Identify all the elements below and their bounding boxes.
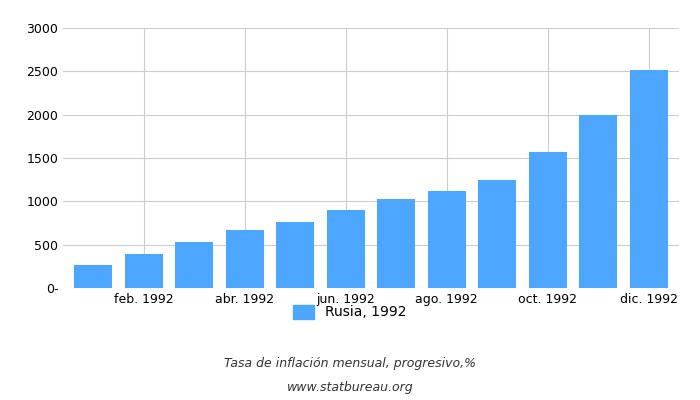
Bar <box>630 70 668 288</box>
Legend: Rusia, 1992: Rusia, 1992 <box>288 299 412 325</box>
Bar <box>226 230 264 288</box>
Bar <box>175 242 214 288</box>
Bar <box>580 115 617 288</box>
Bar <box>478 180 516 288</box>
Bar <box>377 199 415 288</box>
Text: Tasa de inflación mensual, progresivo,%: Tasa de inflación mensual, progresivo,% <box>224 358 476 370</box>
Bar <box>528 152 567 288</box>
Bar <box>125 254 162 288</box>
Bar <box>74 266 112 288</box>
Bar <box>428 191 466 288</box>
Bar <box>276 222 314 288</box>
Text: www.statbureau.org: www.statbureau.org <box>287 382 413 394</box>
Bar <box>327 210 365 288</box>
